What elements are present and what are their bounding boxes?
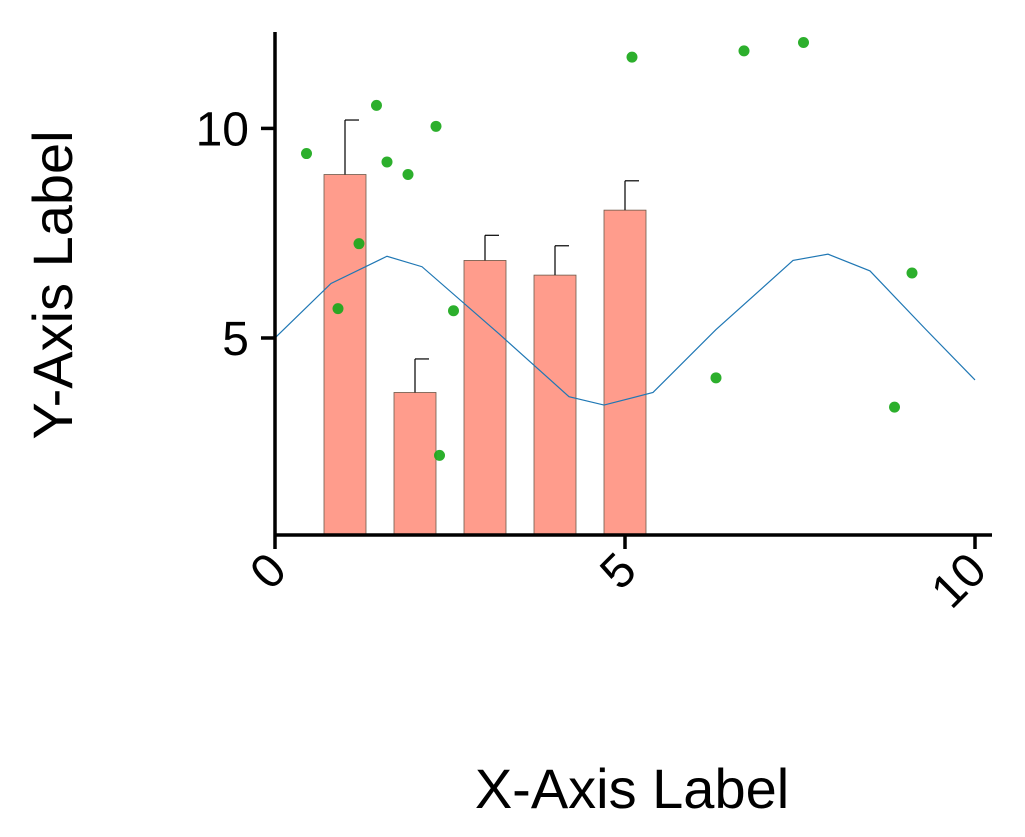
error-bar-3: [484, 234, 499, 261]
bars-layer: [323, 174, 647, 536]
bar-1: [323, 174, 367, 536]
scatter-point-4: [371, 99, 382, 111]
scatter-point-9: [448, 305, 459, 317]
y-tick-label-1: 5: [222, 313, 249, 366]
x-tick-label-2: 5: [590, 543, 646, 599]
scatter-point-15: [906, 267, 918, 279]
scatter-point-3: [353, 238, 365, 250]
scatter-point-10: [626, 51, 638, 63]
scatter-point-7: [430, 120, 442, 132]
error-bar-4: [554, 245, 569, 276]
error-bars-layer: [344, 119, 639, 393]
y-axis-label: Y-Axis Label: [21, 130, 84, 439]
scatter-point-5: [381, 156, 393, 168]
x-tick-label-1: 0: [240, 543, 296, 599]
tick-labels-layer: 0 5 10 5 10: [196, 103, 997, 618]
scatter-layer: [301, 36, 918, 461]
scatter-point-6: [402, 169, 414, 181]
axes-layer: [261, 32, 992, 549]
y-tick-label-2: 10: [196, 103, 249, 156]
scatter-point-13: [798, 36, 809, 48]
bar-3: [463, 260, 507, 536]
scatter-point-14: [889, 401, 900, 413]
scatter-point-11: [710, 372, 722, 384]
scatter-point-1: [301, 148, 312, 160]
bar-5: [603, 209, 647, 536]
line-series-layer: [274, 253, 976, 406]
bar-2: [393, 392, 437, 536]
scatter-point-2: [332, 303, 344, 315]
scatter-point-12: [738, 45, 750, 57]
bar-4: [533, 274, 577, 536]
x-axis-label: X-Axis Label: [475, 757, 789, 820]
scatter-point-8: [434, 449, 445, 461]
error-bar-1: [344, 119, 359, 175]
sine-line: [274, 253, 976, 406]
error-bar-5: [624, 180, 639, 211]
x-tick-label-3: 10: [922, 543, 997, 618]
error-bar-2: [414, 358, 429, 393]
